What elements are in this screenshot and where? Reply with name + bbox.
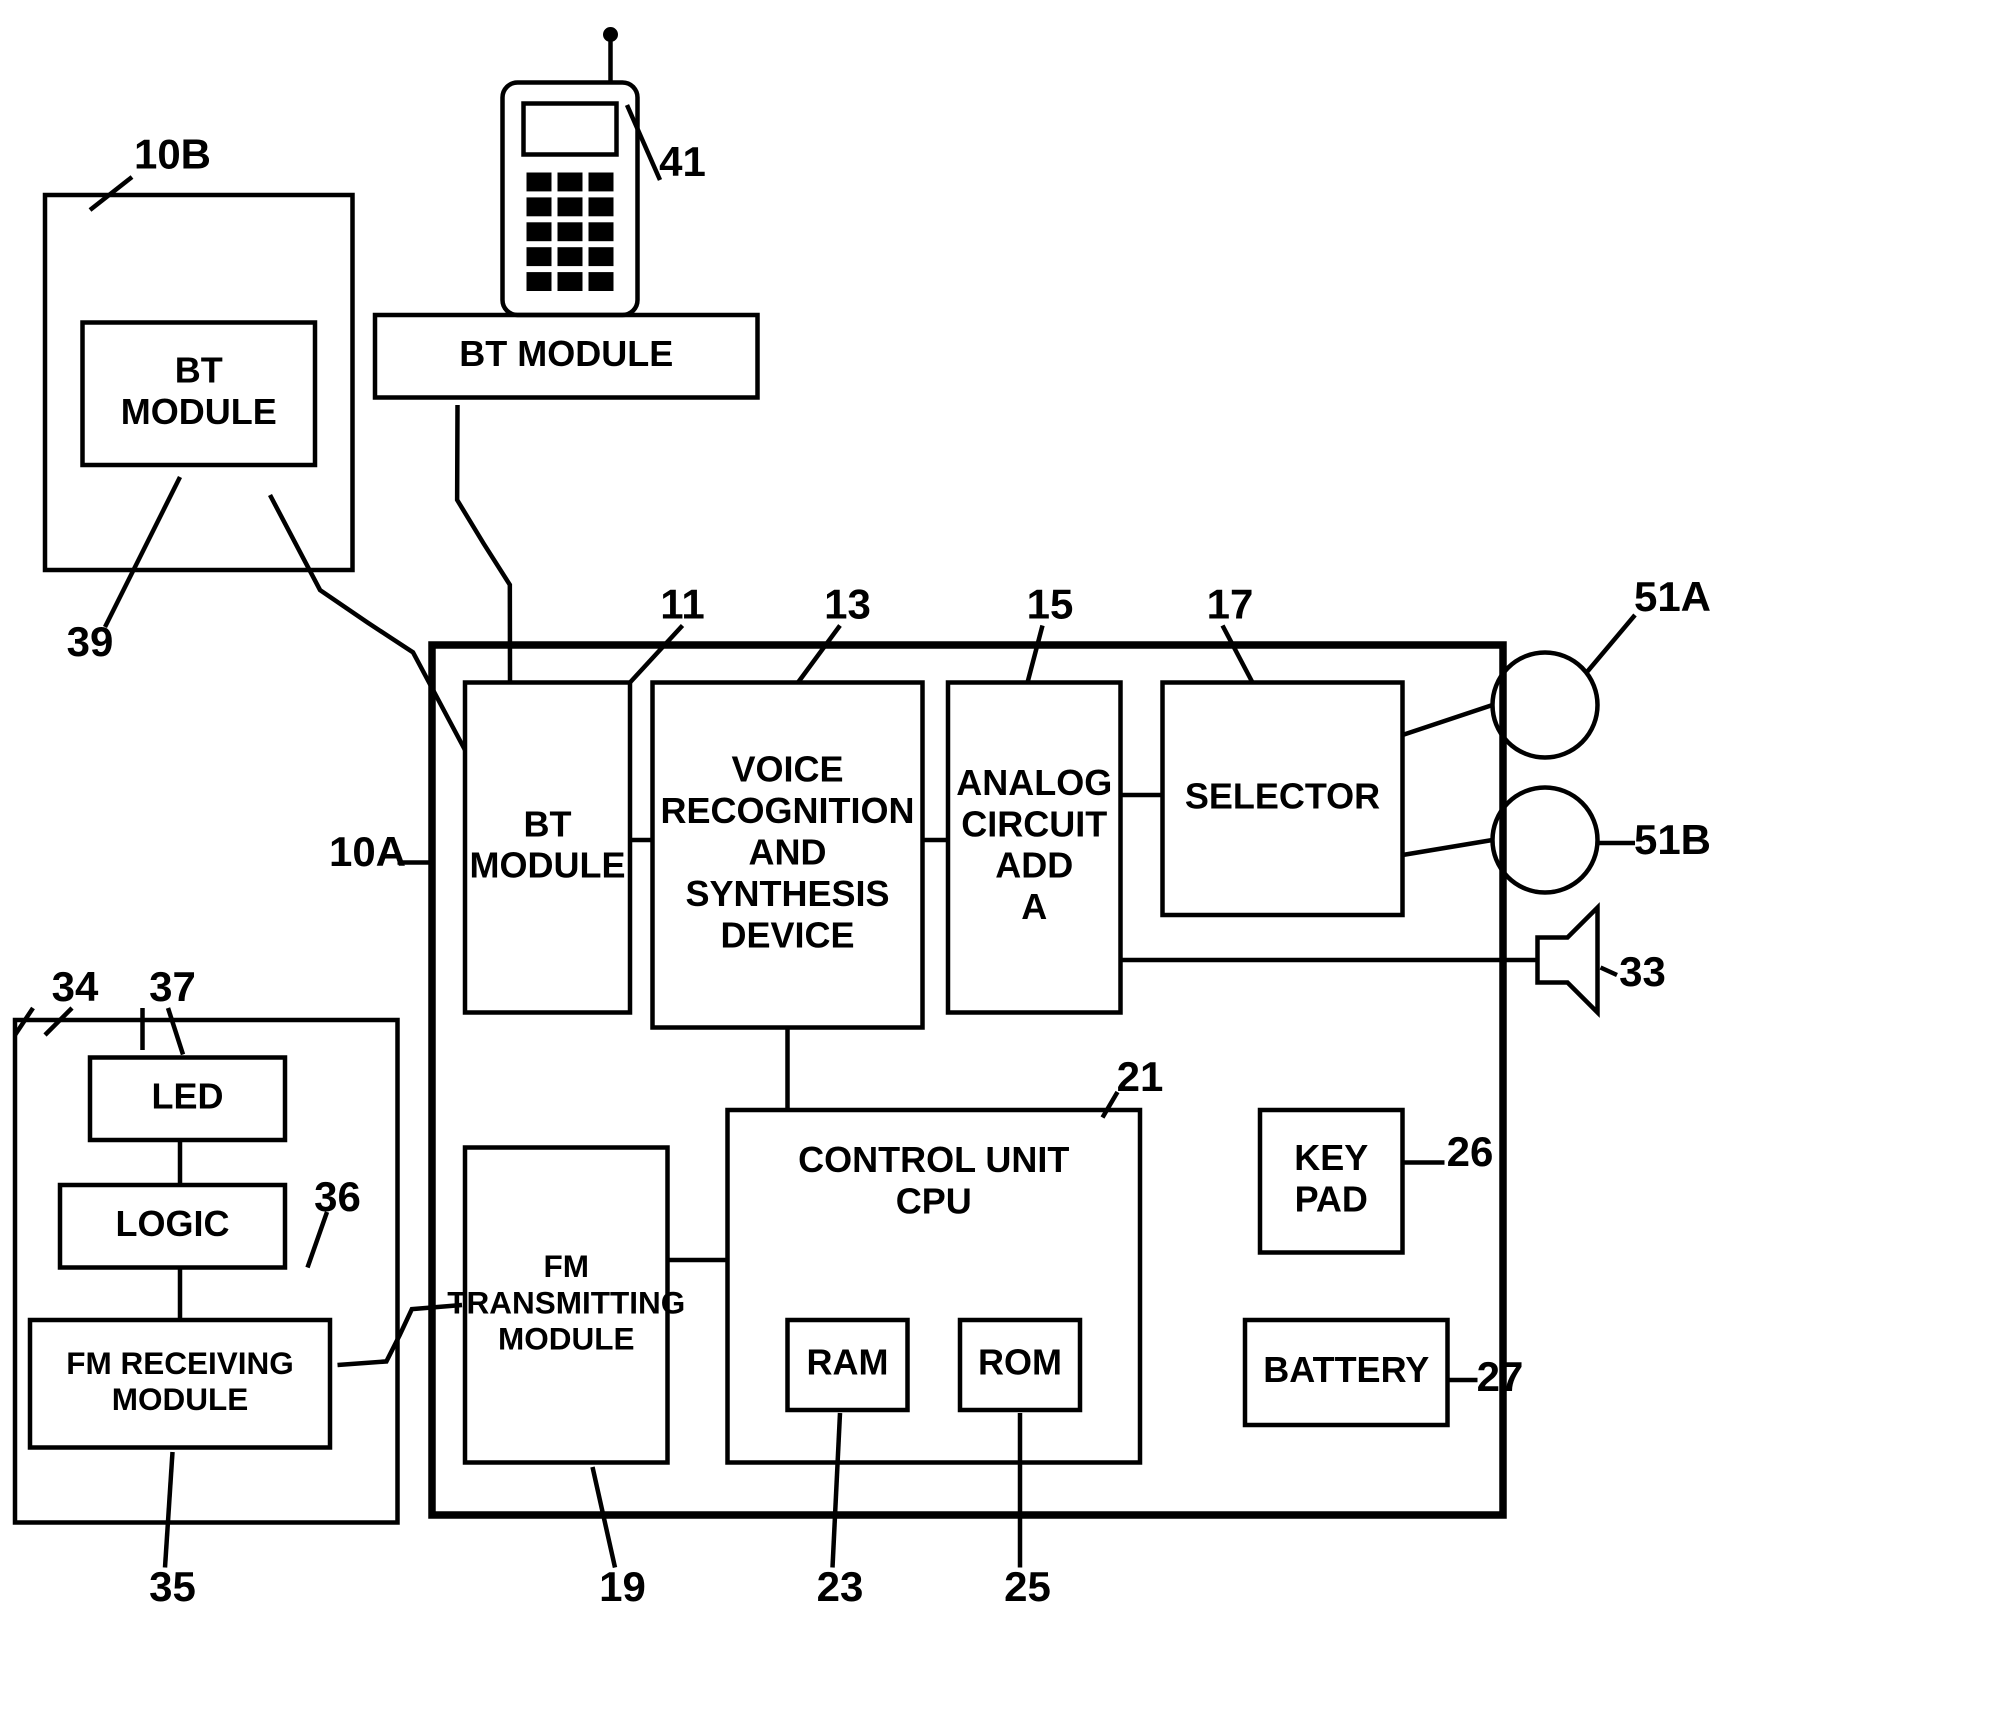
label-analog-line-2: ADD xyxy=(995,845,1073,886)
ref-r36: 36 xyxy=(314,1173,361,1220)
phone-key xyxy=(527,247,552,266)
label-bt_main-line-1: MODULE xyxy=(470,845,626,886)
ref-r21: 21 xyxy=(1117,1053,1164,1100)
ref-r13: 13 xyxy=(824,581,871,628)
label-ext10B-line-0: BT xyxy=(175,350,223,391)
ref-r10B: 10B xyxy=(134,131,211,178)
label-voice-line-0: VOICE xyxy=(731,749,843,790)
label-voice-line-4: DEVICE xyxy=(720,914,854,955)
label-voice-line-1: RECOGNITION xyxy=(660,790,914,831)
ref-r35: 35 xyxy=(149,1563,196,1610)
ref-r51A: 51A xyxy=(1634,573,1711,620)
ref-r33: 33 xyxy=(1619,948,1666,995)
phone-key xyxy=(558,197,583,216)
phone-key xyxy=(527,222,552,241)
phone-key xyxy=(589,222,614,241)
lead-13 xyxy=(798,626,840,683)
label-cpu-line-1: CPU xyxy=(896,1180,972,1221)
speaker-icon xyxy=(1538,908,1598,1013)
lead-33 xyxy=(1601,968,1618,976)
ref-r10A: 10A xyxy=(329,828,406,875)
phone-antenna-tip xyxy=(603,27,618,42)
lead-15 xyxy=(1028,626,1043,683)
phone-screen xyxy=(524,104,617,155)
phone-key xyxy=(527,272,552,291)
label-fmrx-line-1: MODULE xyxy=(112,1381,249,1417)
phone-key xyxy=(589,247,614,266)
label-bt_main-line-0: BT xyxy=(524,803,572,844)
label-cpu-line-0: CONTROL UNIT xyxy=(798,1139,1069,1180)
label-selector-line-0: SELECTOR xyxy=(1185,775,1380,816)
circle-51B xyxy=(1493,788,1598,893)
phone-key xyxy=(558,272,583,291)
phone-key xyxy=(558,173,583,192)
lead-23 xyxy=(833,1413,841,1568)
label-fm_tx-line-0: FM xyxy=(544,1248,589,1284)
ref-r39: 39 xyxy=(67,618,114,665)
lead-35 xyxy=(165,1452,173,1568)
circle-51A xyxy=(1493,653,1598,758)
ref-r37: 37 xyxy=(149,963,196,1010)
phone-key xyxy=(527,197,552,216)
phone-key xyxy=(558,247,583,266)
label-analog-line-0: ANALOG xyxy=(956,762,1112,803)
ref-r11: 11 xyxy=(660,581,704,628)
label-logic-line-0: LOGIC xyxy=(116,1203,230,1244)
label-phone-bt-line-0: BT MODULE xyxy=(459,333,673,374)
ref-r41: 41 xyxy=(659,138,706,185)
zig-phone-main xyxy=(457,405,510,683)
lead-36 xyxy=(308,1212,328,1268)
phone-key xyxy=(589,197,614,216)
label-keypad-line-0: KEY xyxy=(1294,1137,1368,1178)
label-analog-line-3: A xyxy=(1021,886,1047,927)
ref-r26: 26 xyxy=(1447,1128,1494,1175)
phone-key xyxy=(589,173,614,192)
ref-r34: 34 xyxy=(52,963,99,1010)
ref-r51B: 51B xyxy=(1634,816,1711,863)
label-led-line-0: LED xyxy=(152,1075,224,1116)
label-voice-line-3: SYNTHESIS xyxy=(685,873,889,914)
ref-r19: 19 xyxy=(599,1563,646,1610)
label-fmrx-line-0: FM RECEIVING xyxy=(66,1345,294,1381)
lead-17 xyxy=(1223,626,1253,683)
ref-r17: 17 xyxy=(1207,581,1254,628)
phone-key xyxy=(527,173,552,192)
lead-11 xyxy=(630,626,683,683)
lead-39-a xyxy=(105,477,180,627)
label-voice-line-2: AND xyxy=(749,832,827,873)
label-analog-line-1: CIRCUIT xyxy=(961,803,1107,844)
conn-sel-51B xyxy=(1403,840,1493,855)
label-ram-line-0: RAM xyxy=(807,1342,889,1383)
label-keypad-line-1: PAD xyxy=(1295,1178,1368,1219)
label-battery-line-0: BATTERY xyxy=(1263,1349,1429,1390)
lead-37 xyxy=(168,1008,183,1055)
label-fm_tx-line-1: TRANSMITTING xyxy=(447,1284,685,1320)
ref-r15: 15 xyxy=(1027,581,1074,628)
ref-r27: 27 xyxy=(1477,1353,1524,1400)
label-rom-line-0: ROM xyxy=(978,1342,1062,1383)
ref-r23: 23 xyxy=(817,1563,864,1610)
label-fm_tx-line-2: MODULE xyxy=(498,1321,635,1357)
lead-21 xyxy=(1103,1092,1118,1118)
conn-sel-51A xyxy=(1403,705,1493,735)
lead-41 xyxy=(627,105,660,180)
phone-key xyxy=(558,222,583,241)
lead-51A xyxy=(1587,615,1635,672)
phone-key xyxy=(589,272,614,291)
label-ext10B-line-1: MODULE xyxy=(121,391,277,432)
ref-r25: 25 xyxy=(1004,1563,1051,1610)
